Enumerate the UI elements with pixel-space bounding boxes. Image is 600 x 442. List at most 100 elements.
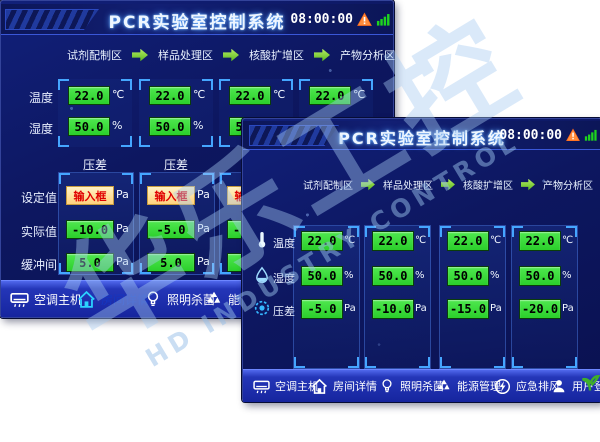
front-zone-flow: 试剂配制区 样品处理区 核酸扩增区 产物分析区 xyxy=(303,177,593,192)
zone-label: 试剂配制区 xyxy=(67,49,122,62)
nav-lighting-button[interactable]: 照明杀菌 xyxy=(379,370,444,402)
setpoint-input[interactable]: 输入框 xyxy=(147,186,195,205)
humidity-readout: 50.0 xyxy=(519,266,561,286)
back-titlebar: PCR实验室控制系统 08:00:00 xyxy=(1,4,393,35)
actual-label: 实际值 xyxy=(20,225,57,239)
actual-pressure-readout: -5.0 xyxy=(147,220,195,239)
unit-label: ℃ xyxy=(353,88,366,101)
pressure-diff-readout: -5.0 xyxy=(301,299,343,319)
flow-arrow-icon xyxy=(361,178,375,191)
unit-label: ℃ xyxy=(112,88,125,101)
front-window-title: PCR实验室控制系统 xyxy=(338,129,506,148)
temperature-readout: 22.0 xyxy=(519,231,561,251)
bulb-icon xyxy=(379,378,395,394)
unit-label: Pa xyxy=(344,303,356,314)
humidity-readout: 50.0 xyxy=(447,266,489,286)
alarm-warning-icon[interactable] xyxy=(566,128,580,142)
humidity-readout: 50.0 xyxy=(149,117,191,136)
unit-label: Pa xyxy=(116,188,129,201)
front-window: PCR实验室控制系统 08:00:00 试剂配制区 样品处理区 核酸扩增区 产物… xyxy=(242,118,600,402)
nav-room-details-button[interactable]: 房间详情 xyxy=(77,281,149,317)
humidity-readout: 50.0 xyxy=(301,266,343,286)
air-conditioner-icon xyxy=(10,290,29,309)
unit-label: % xyxy=(344,270,354,281)
zone-label: 核酸扩增区 xyxy=(463,181,513,192)
back-clock-area: 08:00:00 xyxy=(290,4,391,34)
unit-label: Pa xyxy=(116,222,129,235)
zone-label: 试剂配制区 xyxy=(303,181,353,192)
temperature-readout: 22.0 xyxy=(372,231,414,251)
air-conditioner-icon xyxy=(253,378,270,395)
flow-arrow-icon xyxy=(441,178,455,191)
unit-label: Pa xyxy=(197,222,210,235)
pressure-diff-readout: -15.0 xyxy=(447,299,489,319)
zone-label: 样品处理区 xyxy=(158,49,213,62)
setpoint-input[interactable]: 输入框 xyxy=(66,186,114,205)
nav-energy-button[interactable]: 能源管理 xyxy=(436,370,501,402)
nav-hvac-button[interactable]: 空调主机 xyxy=(253,370,319,402)
pressure-diff-readout: -20.0 xyxy=(519,299,561,319)
front-clock-area: 08:00:00 xyxy=(499,121,598,149)
unit-label: % xyxy=(562,270,572,281)
temperature-label: 温度 xyxy=(273,237,295,250)
pressure-section-header: 压差 xyxy=(82,158,107,172)
unit-label: ℃ xyxy=(273,88,286,101)
temperature-readout: 22.0 xyxy=(149,86,191,105)
unit-label: ℃ xyxy=(490,235,502,246)
front-clock-time: 08:00:00 xyxy=(499,127,562,143)
humidity-label: 湿度 xyxy=(28,122,53,136)
temperature-readout: 22.0 xyxy=(229,86,271,105)
unit-label: ℃ xyxy=(562,235,574,246)
temperature-readout: 22.0 xyxy=(309,86,351,105)
home-icon xyxy=(311,378,328,395)
front-titlebar: PCR实验室控制系统 08:00:00 xyxy=(243,121,600,150)
recycle-icon xyxy=(205,290,223,308)
recycle-icon xyxy=(436,378,452,394)
humidity-readout: 50.0 xyxy=(68,117,110,136)
unit-label: Pa xyxy=(116,255,129,268)
buffer-label: 缓冲间 xyxy=(20,258,57,272)
nav-emergency-exhaust-button[interactable]: 应急排风 xyxy=(494,370,560,402)
unit-label: % xyxy=(193,119,204,132)
nav-user-login-button[interactable]: 用户登录 xyxy=(551,370,600,402)
flow-arrow-icon xyxy=(521,178,535,191)
buffer-pressure-readout: 5.0 xyxy=(147,253,195,272)
nav-hvac-button[interactable]: 空调主机 xyxy=(10,281,82,317)
water-drop-icon xyxy=(253,266,271,284)
temperature-readout: 22.0 xyxy=(68,86,110,105)
pressure-gauge-icon xyxy=(253,299,271,317)
back-zone-flow: 试剂配制区 样品处理区 核酸扩增区 产物分析区 xyxy=(67,47,395,63)
unit-label: Pa xyxy=(562,303,574,314)
unit-label: ℃ xyxy=(193,88,206,101)
home-icon xyxy=(77,290,96,309)
unit-label: ℃ xyxy=(344,235,356,246)
nav-lighting-button[interactable]: 照明杀菌 xyxy=(144,281,215,317)
unit-label: % xyxy=(112,119,123,132)
buffer-pressure-readout: 5.0 xyxy=(66,253,114,272)
temperature-readout: 22.0 xyxy=(301,231,343,251)
unit-label: Pa xyxy=(197,188,210,201)
humidity-readout: 50.0 xyxy=(372,266,414,286)
alarm-warning-icon[interactable] xyxy=(357,12,372,27)
zone-label: 产物分析区 xyxy=(340,49,395,62)
user-icon xyxy=(551,378,567,394)
unit-label: ℃ xyxy=(415,235,427,246)
temperature-readout: 22.0 xyxy=(447,231,489,251)
flow-arrow-icon xyxy=(314,48,330,62)
unit-label: Pa xyxy=(415,303,427,314)
setpoint-label: 设定值 xyxy=(20,191,57,205)
zone-label: 产物分析区 xyxy=(543,181,593,192)
nav-room-details-button[interactable]: 房间详情 xyxy=(311,370,377,402)
back-window-title: PCR实验室控制系统 xyxy=(108,13,286,33)
unit-label: Pa xyxy=(197,255,210,268)
pressure-section-header: 压差 xyxy=(163,158,188,172)
fan-lightning-icon xyxy=(494,378,511,395)
humidity-label: 湿度 xyxy=(273,272,295,285)
signal-strength-icon xyxy=(376,12,391,27)
flow-arrow-icon xyxy=(132,48,148,62)
actual-pressure-readout: -10.0 xyxy=(66,220,114,239)
front-navbar: 空调主机 房间详情 照明杀菌 能源管理 应急排风 用户登录 xyxy=(243,369,600,402)
unit-label: % xyxy=(490,270,500,281)
temperature-label: 温度 xyxy=(28,91,53,105)
flow-arrow-icon xyxy=(223,48,239,62)
